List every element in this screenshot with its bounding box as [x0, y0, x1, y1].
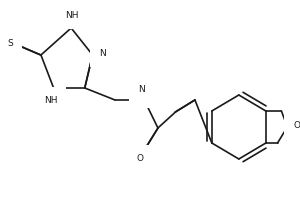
Text: S: S — [7, 38, 13, 47]
Text: N: N — [99, 48, 106, 58]
Text: O: O — [137, 154, 144, 163]
Text: N: N — [138, 86, 145, 95]
Text: NH: NH — [44, 96, 57, 105]
Text: NH: NH — [65, 11, 79, 20]
Text: H: H — [145, 90, 152, 99]
Text: O: O — [293, 120, 300, 130]
